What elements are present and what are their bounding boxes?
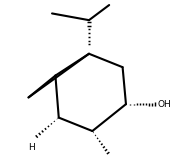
Text: OH: OH [158,100,172,109]
Text: H: H [28,143,35,152]
